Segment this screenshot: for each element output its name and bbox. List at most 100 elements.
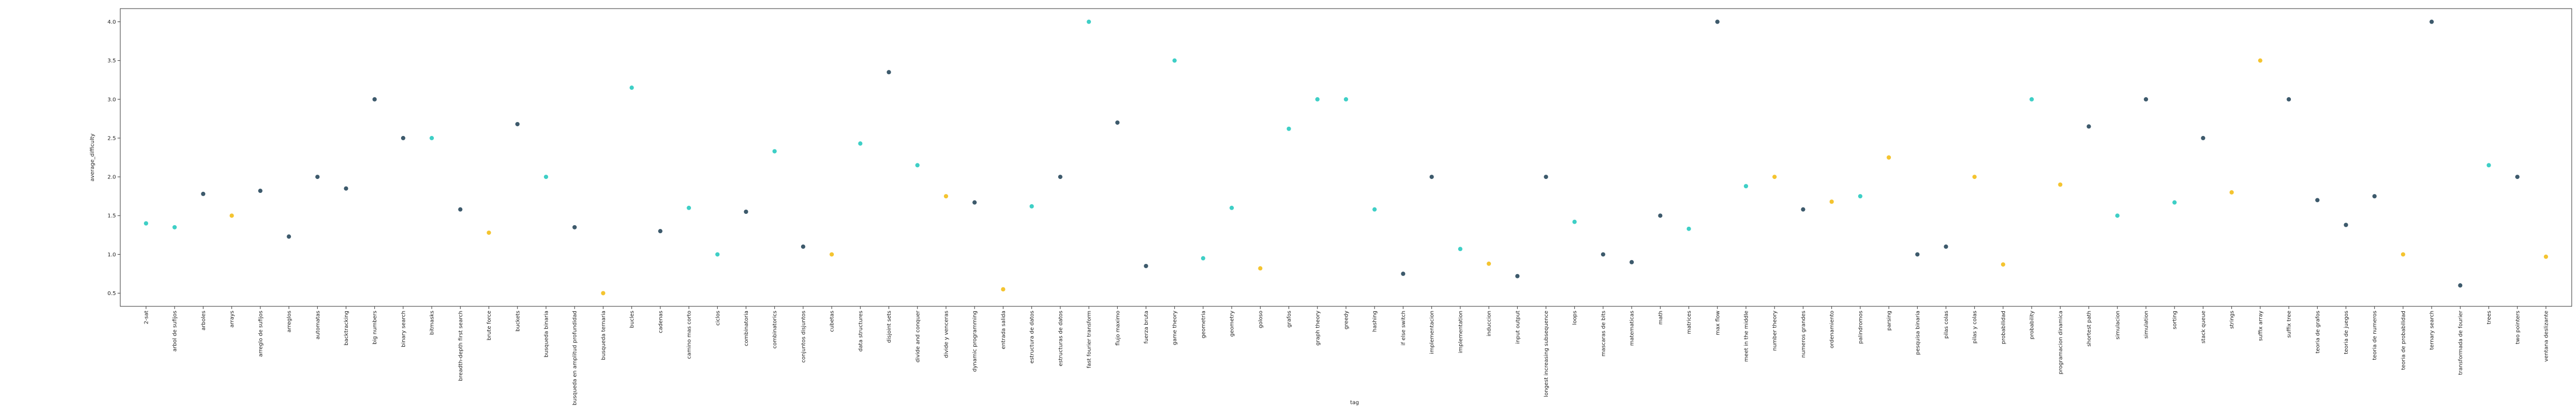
x-tick-label: number theory — [1772, 311, 1778, 351]
x-tick-label: cubetas — [829, 311, 835, 332]
x-axis-label: tag — [1350, 400, 1359, 406]
point — [430, 135, 434, 140]
x-tick-label: busqueda binaria — [544, 311, 550, 357]
point — [1544, 175, 1548, 180]
point — [1744, 184, 1748, 189]
x-tick-label: conjuntos disjuntos — [801, 311, 806, 363]
x-tick-label: stack queue — [2201, 311, 2207, 343]
point — [229, 213, 234, 218]
point — [486, 230, 491, 235]
point — [1401, 271, 1406, 276]
point — [829, 252, 834, 257]
point — [1600, 252, 1605, 257]
x-tick-label: arrays — [229, 311, 235, 327]
point — [1229, 205, 1234, 210]
x-tick-label: busqueda ternaria — [601, 311, 607, 360]
x-tick-label: programacion dinamica — [2058, 311, 2064, 374]
x-tick-label: arboles — [201, 311, 207, 331]
point — [1344, 97, 1348, 102]
x-tick-label: longest increasing subsequence — [1544, 311, 1549, 397]
y-tick-label: 3.5 — [107, 58, 116, 64]
point — [2258, 58, 2262, 63]
point — [172, 225, 177, 229]
point — [344, 186, 348, 191]
x-tick-label: data structures — [858, 311, 864, 351]
point — [1200, 256, 1205, 261]
x-tick-label: shortest path — [2086, 311, 2092, 347]
point — [944, 194, 948, 199]
point — [1658, 213, 1663, 218]
x-tick-label: simulation — [2144, 311, 2150, 339]
x-tick-label: geometry — [1229, 311, 1235, 337]
point — [144, 221, 148, 226]
x-tick-label: arreglos — [287, 311, 293, 333]
point — [315, 175, 320, 180]
plot-frame — [120, 8, 2572, 307]
x-tick-label: game theory — [1172, 311, 1178, 345]
point — [629, 85, 634, 90]
point — [915, 163, 920, 168]
point — [2315, 198, 2320, 203]
x-tick-label: matrices — [1686, 311, 1692, 334]
x-tick-label: numeros grandes — [1801, 311, 1807, 358]
point — [858, 141, 863, 146]
x-tick-label: graph theory — [1315, 311, 1321, 346]
point — [1001, 287, 1006, 292]
y-tick-label: 3.0 — [107, 97, 116, 103]
y-tick-label: 0.5 — [107, 291, 116, 297]
x-tick-label: teoria de numeros — [2372, 311, 2378, 360]
point — [2172, 200, 2177, 205]
x-tick-label: arbol de sufijos — [172, 311, 178, 351]
point — [687, 205, 692, 210]
point — [1087, 19, 1091, 24]
point — [1887, 155, 1891, 160]
x-tick-label: combinatorics — [772, 311, 778, 349]
x-tick-label: suffix tree — [2287, 311, 2293, 338]
x-tick-label: teoria de probabilidad — [2400, 311, 2406, 370]
x-tick-label: parsing — [1887, 311, 1893, 331]
x-tick-label: transformada de fourier — [2458, 310, 2464, 375]
point — [1858, 194, 1862, 199]
point — [1686, 226, 1691, 231]
point — [1029, 204, 1034, 209]
point — [1801, 207, 1806, 212]
point — [2287, 97, 2291, 102]
point — [1144, 263, 1148, 268]
point — [1629, 260, 1634, 264]
point — [1772, 175, 1777, 180]
point — [1372, 207, 1377, 212]
x-tick-label: fuerza bruta — [1144, 311, 1149, 344]
point — [258, 189, 263, 193]
point — [2372, 194, 2377, 199]
x-tick-label: divide and conquer — [915, 310, 921, 362]
point — [515, 121, 520, 126]
point — [1715, 19, 1720, 24]
point — [1315, 97, 1320, 102]
x-tick-label: ventana deslizante — [2544, 311, 2550, 362]
x-tick-label: geometria — [1200, 311, 1206, 338]
x-tick-label: palindromos — [1858, 311, 1864, 344]
point — [2400, 252, 2405, 257]
x-tick-label: teoria de grafos — [2315, 311, 2321, 354]
x-tick-label: input output — [1515, 311, 1521, 344]
x-tick-label: goloso — [1258, 311, 1264, 328]
point — [2486, 163, 2491, 168]
point — [2344, 223, 2348, 227]
y-axis-label: average_difficulty — [90, 133, 96, 181]
point — [1458, 247, 1462, 252]
x-tick-label: pilas y colas — [1972, 311, 1978, 343]
x-tick-label: big numbers — [372, 311, 378, 345]
x-tick-label: mascaras de bits — [1600, 311, 1606, 356]
x-tick-label: strings — [2229, 311, 2235, 329]
point — [572, 225, 577, 229]
point — [1058, 175, 1063, 180]
point — [458, 207, 463, 212]
point — [715, 252, 720, 257]
x-tick-label: 2-sat — [144, 311, 150, 324]
x-tick-label: math — [1658, 311, 1664, 325]
x-tick-label: two pointers — [2515, 311, 2521, 344]
y-tick-label: 1.5 — [107, 213, 116, 219]
x-tick-label: probabilidad — [2000, 311, 2006, 344]
x-tick-label: combinatoria — [744, 311, 749, 346]
